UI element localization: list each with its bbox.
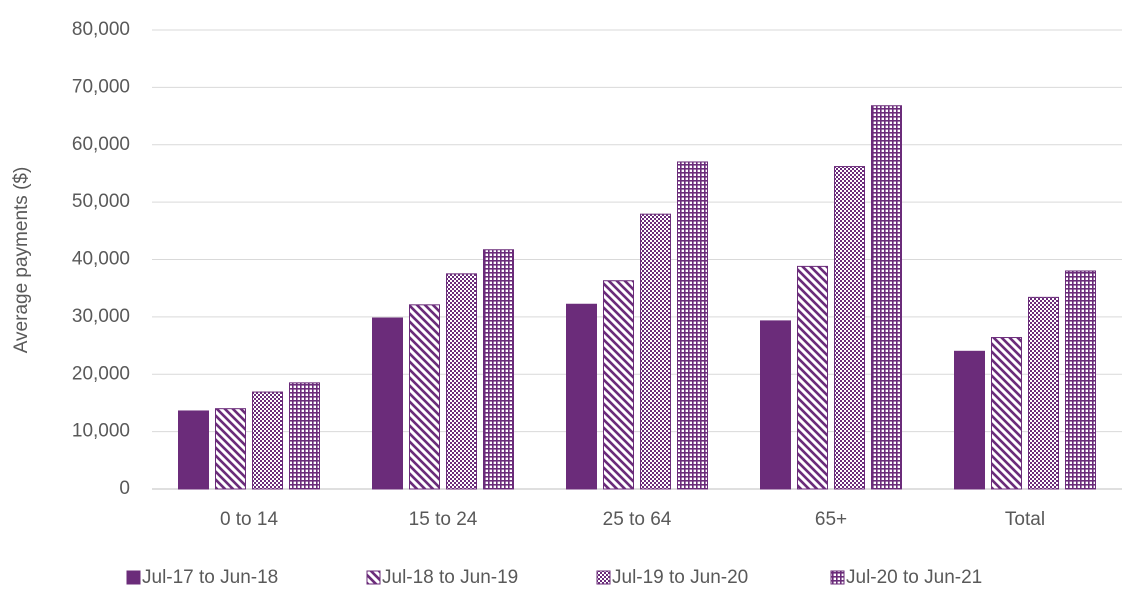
- y-tick-label: 50,000: [72, 191, 130, 212]
- y-tick-label: 30,000: [72, 306, 130, 327]
- bar: [871, 105, 902, 490]
- bar: [409, 304, 440, 490]
- y-tick-label: 10,000: [72, 421, 130, 442]
- bar: [760, 320, 791, 490]
- legend-label: Jul-19 to Jun-20: [612, 567, 748, 588]
- y-tick-label: 70,000: [72, 76, 130, 97]
- legend-swatch: [366, 570, 381, 585]
- legend-swatch: [126, 570, 141, 585]
- legend-swatch: [596, 570, 611, 585]
- y-tick-label: 0: [119, 478, 130, 499]
- y-tick-label: 80,000: [72, 19, 130, 40]
- x-tick-label: 65+: [815, 509, 847, 530]
- legend-label: Jul-18 to Jun-19: [382, 567, 518, 588]
- bar: [797, 265, 828, 490]
- y-tick-label: 20,000: [72, 363, 130, 384]
- bar: [954, 350, 985, 490]
- bar: [1065, 270, 1096, 490]
- legend-label: Jul-20 to Jun-21: [846, 567, 982, 588]
- x-tick-label: 0 to 14: [220, 509, 279, 530]
- x-tick-label: Total: [1005, 509, 1045, 530]
- y-tick-label: 60,000: [72, 134, 130, 155]
- bar: [834, 166, 865, 490]
- bar: [372, 317, 403, 490]
- bar: [991, 337, 1022, 490]
- bar: [178, 410, 209, 490]
- x-tick-label: 15 to 24: [409, 509, 478, 530]
- bar: [215, 408, 246, 490]
- bar: [289, 382, 320, 490]
- x-tick-label: 25 to 64: [603, 509, 672, 530]
- legend-label: Jul-17 to Jun-18: [142, 567, 278, 588]
- bar: [566, 303, 597, 490]
- bar: [1028, 296, 1059, 490]
- bar: [446, 273, 477, 490]
- bar: [640, 213, 671, 490]
- bar: [677, 161, 708, 490]
- y-tick-label: 40,000: [72, 249, 130, 270]
- bar: [483, 249, 514, 490]
- bar: [252, 391, 283, 490]
- legend-swatch: [830, 570, 845, 585]
- y-axis-label: Average payments ($): [11, 167, 32, 354]
- bar: [603, 280, 634, 490]
